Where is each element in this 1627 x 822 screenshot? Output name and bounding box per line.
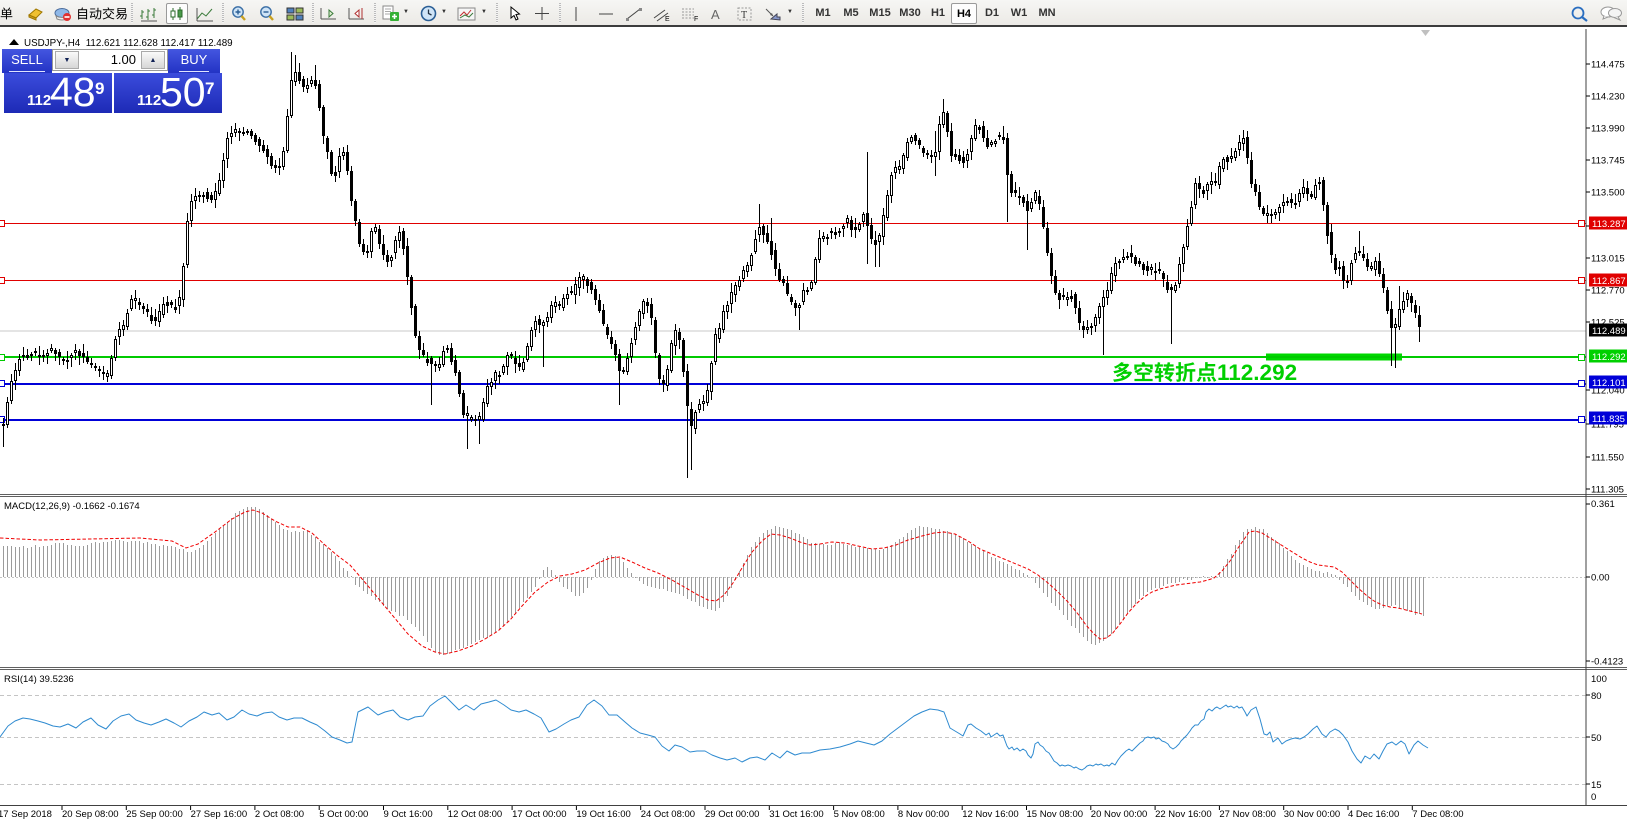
svg-text:0: 0 (1591, 792, 1596, 803)
svg-text:15: 15 (1591, 780, 1602, 791)
svg-text:T: T (741, 10, 747, 21)
svg-text:31 Oct 16:00: 31 Oct 16:00 (769, 809, 823, 820)
svg-text:113.745: 113.745 (1591, 156, 1625, 167)
svg-text:5 Oct 00:00: 5 Oct 00:00 (319, 809, 368, 820)
svg-text:4 Dec 16:00: 4 Dec 16:00 (1348, 809, 1399, 820)
svg-text:112.867: 112.867 (1592, 276, 1626, 287)
svg-text:113.500: 113.500 (1591, 188, 1625, 199)
svg-text:112.292: 112.292 (1592, 352, 1626, 363)
svg-text:113.990: 113.990 (1591, 124, 1625, 135)
svg-text:27 Sep 16:00: 27 Sep 16:00 (191, 809, 248, 820)
svg-text:E: E (665, 16, 670, 22)
svg-text:111.835: 111.835 (1592, 414, 1625, 425)
svg-text:17 Sep 2018: 17 Sep 2018 (0, 809, 52, 820)
svg-text:24 Oct 08:00: 24 Oct 08:00 (641, 809, 695, 820)
svg-text:20 Sep 08:00: 20 Sep 08:00 (62, 809, 119, 820)
svg-text:7 Dec 08:00: 7 Dec 08:00 (1412, 809, 1463, 820)
svg-text:114.475: 114.475 (1591, 60, 1625, 71)
svg-text:0.00: 0.00 (1591, 573, 1610, 584)
svg-text:MACD(12,26,9) -0.1662 -0.1674: MACD(12,26,9) -0.1662 -0.1674 (4, 501, 140, 512)
svg-text:111.795: 111.795 (1591, 420, 1624, 431)
svg-text:12 Oct 08:00: 12 Oct 08:00 (448, 809, 502, 820)
svg-text:111.305: 111.305 (1591, 485, 1624, 496)
svg-text:2 Oct 08:00: 2 Oct 08:00 (255, 809, 304, 820)
svg-text:17 Oct 00:00: 17 Oct 00:00 (512, 809, 566, 820)
svg-text:30 Nov 00:00: 30 Nov 00:00 (1284, 809, 1341, 820)
svg-text:113.015: 113.015 (1591, 254, 1625, 265)
svg-text:0.361: 0.361 (1591, 499, 1615, 510)
svg-text:F: F (694, 16, 698, 22)
svg-text:112.101: 112.101 (1592, 378, 1626, 389)
svg-text:20 Nov 00:00: 20 Nov 00:00 (1091, 809, 1148, 820)
svg-text:5 Nov 08:00: 5 Nov 08:00 (834, 809, 885, 820)
svg-text:8 Nov 00:00: 8 Nov 00:00 (898, 809, 949, 820)
svg-text:112.040: 112.040 (1591, 386, 1625, 397)
svg-text:15 Nov 08:00: 15 Nov 08:00 (1027, 809, 1084, 820)
svg-text:-0.4123: -0.4123 (1591, 657, 1623, 668)
svg-text:22 Nov 16:00: 22 Nov 16:00 (1155, 809, 1212, 820)
svg-text:112.292: 112.292 (1217, 360, 1297, 385)
svg-text:111.550: 111.550 (1591, 453, 1624, 464)
svg-text:12 Nov 16:00: 12 Nov 16:00 (962, 809, 1019, 820)
svg-text:27 Nov 08:00: 27 Nov 08:00 (1219, 809, 1276, 820)
svg-text:9 Oct 16:00: 9 Oct 16:00 (384, 809, 433, 820)
svg-text:113.287: 113.287 (1592, 219, 1626, 230)
svg-text:80: 80 (1591, 691, 1602, 702)
svg-text:100: 100 (1591, 674, 1607, 685)
svg-text:29 Oct 00:00: 29 Oct 00:00 (705, 809, 759, 820)
svg-text:114.230: 114.230 (1591, 92, 1625, 103)
svg-text:50: 50 (1591, 733, 1602, 744)
svg-text:112.770: 112.770 (1591, 286, 1625, 297)
svg-text:25 Sep 00:00: 25 Sep 00:00 (126, 809, 183, 820)
svg-text:112.525: 112.525 (1591, 318, 1625, 329)
svg-text:112.489: 112.489 (1592, 326, 1626, 337)
svg-text:19 Oct 16:00: 19 Oct 16:00 (576, 809, 630, 820)
svg-text:A: A (711, 7, 720, 22)
svg-text:RSI(14) 39.5236: RSI(14) 39.5236 (4, 674, 74, 685)
svg-text:USDJPY-,H4 112.621 112.628 11: USDJPY-,H4 112.621 112.628 112.417 112.4… (24, 38, 233, 49)
